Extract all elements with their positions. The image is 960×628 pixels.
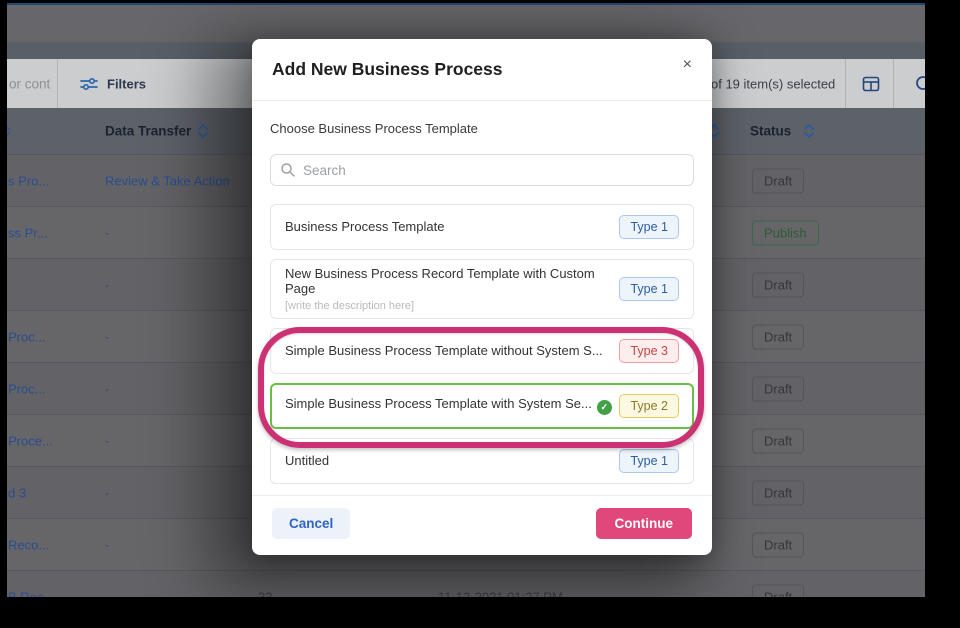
status-badge: Publish: [752, 220, 819, 245]
status-badge: Draft: [752, 532, 805, 557]
status-badge: Draft: [752, 324, 805, 349]
template-search: [270, 154, 694, 186]
template-type-badge: Type 2: [619, 393, 679, 418]
continue-button[interactable]: Continue: [595, 507, 692, 539]
column-header-data-transfer[interactable]: Data Transfer: [105, 123, 192, 139]
row-data-transfer[interactable]: Review & Take Action: [105, 173, 230, 188]
sort-icon[interactable]: [196, 122, 210, 140]
search-placeholder-text[interactable]: or cont: [9, 76, 51, 91]
template-card-text: Simple Business Process Template without…: [285, 343, 603, 358]
template-description: [write the description here]: [285, 299, 415, 312]
search-icon[interactable]: [913, 75, 925, 93]
template-type-badge: Type 1: [619, 215, 679, 239]
column-header-status[interactable]: Status: [750, 123, 792, 139]
status-badge: Draft: [752, 272, 805, 297]
section-label: Choose Business Process Template: [270, 121, 478, 136]
row-name-link[interactable]: ss Pr...: [8, 225, 48, 240]
template-card[interactable]: Simple Business Process Template without…: [270, 327, 694, 374]
filters-icon[interactable]: [79, 76, 99, 92]
table-row[interactable]: B Rec... 33 11-12-2021 01:27 PM Draft: [7, 571, 925, 597]
template-type-badge: Type 1: [619, 448, 679, 473]
template-card[interactable]: Business Process Template Type 1: [270, 204, 694, 250]
filters-button[interactable]: Filters: [107, 76, 147, 91]
row-name-link[interactable]: B Rec...: [8, 589, 55, 597]
template-title: New Business Process Record Template wit…: [285, 266, 595, 297]
toolbar-divider: [57, 59, 58, 108]
template-card[interactable]: Simple Business Process Template with Sy…: [270, 382, 694, 429]
template-type-badge: Type 1: [619, 276, 679, 301]
template-title: Simple Business Process Template with Sy…: [285, 396, 592, 412]
cancel-button[interactable]: Cancel: [272, 507, 351, 539]
row-data-transfer[interactable]: -: [105, 381, 110, 396]
template-title: Simple Business Process Template without…: [285, 342, 603, 358]
template-type-badge: Type 3: [619, 338, 679, 363]
modal-footer: Cancel Continue: [252, 494, 712, 551]
top-accent-line: [7, 3, 925, 5]
row-data-transfer[interactable]: -: [105, 225, 110, 240]
row-data-transfer[interactable]: -: [105, 537, 110, 552]
row-count-cell: 33: [258, 589, 273, 597]
template-card-text: Business Process Template: [285, 219, 444, 234]
row-data-transfer[interactable]: -: [105, 433, 110, 448]
status-badge: Draft: [752, 168, 805, 193]
search-input[interactable]: [270, 154, 694, 186]
row-name-link[interactable]: s Pro...: [8, 173, 50, 188]
status-badge: Draft: [752, 376, 805, 401]
modal-title: Add New Business Process: [272, 59, 503, 79]
row-name-link[interactable]: Proc...: [8, 381, 46, 396]
row-data-transfer[interactable]: -: [105, 277, 110, 292]
row-name-link[interactable]: Proce...: [8, 433, 53, 448]
template-card-text: Untitled: [285, 453, 329, 468]
toolbar-divider: [893, 59, 894, 108]
sort-icon[interactable]: [802, 122, 816, 140]
row-name-link[interactable]: Reco...: [8, 537, 50, 552]
status-badge: Draft: [752, 428, 805, 453]
template-card-text: New Business Process Record Template wit…: [285, 266, 615, 312]
column-settings-icon[interactable]: [862, 76, 880, 92]
template-card[interactable]: Untitled Type 1: [270, 437, 694, 484]
row-data-transfer[interactable]: -: [105, 485, 110, 500]
row-name-link[interactable]: Proc...: [8, 329, 46, 344]
row-data-transfer[interactable]: -: [105, 329, 110, 344]
template-title: Untitled: [285, 452, 330, 468]
modal-body: Choose Business Process Template Busines…: [252, 101, 712, 484]
template-title: Business Process Template: [285, 219, 445, 235]
template-list: Business Process Template Type 1 New Bus…: [270, 204, 694, 484]
template-card[interactable]: New Business Process Record Template wit…: [270, 259, 694, 319]
add-business-process-modal: Add New Business Process × Choose Busine…: [252, 39, 712, 555]
selection-count-text: of 19 item(s) selected: [711, 76, 836, 91]
row-modified-date: 11-12-2021 01:27 PM: [438, 589, 563, 597]
status-badge: Draft: [752, 584, 805, 597]
close-icon[interactable]: ×: [682, 56, 692, 73]
sort-icon[interactable]: [7, 122, 12, 140]
modal-header: Add New Business Process ×: [252, 39, 712, 101]
search-icon: [280, 162, 296, 178]
toolbar-divider: [845, 59, 846, 108]
row-name-link[interactable]: d 3: [8, 485, 27, 500]
template-card-text: Simple Business Process Template with Sy…: [285, 396, 612, 416]
app-navbar: [7, 5, 925, 42]
status-badge: Draft: [752, 480, 805, 505]
selected-check-icon: ✓: [596, 400, 612, 416]
